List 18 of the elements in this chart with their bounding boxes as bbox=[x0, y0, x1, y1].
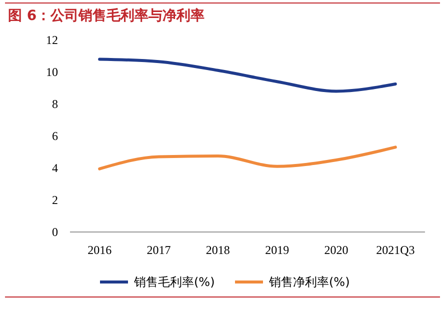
legend-label: 销售毛利率(%) bbox=[133, 275, 215, 290]
x-tick-label: 2017 bbox=[146, 243, 171, 257]
y-tick-label: 0 bbox=[52, 225, 58, 240]
x-tick-label: 2019 bbox=[265, 243, 290, 257]
y-tick-label: 10 bbox=[46, 65, 58, 80]
legend-label: 销售净利率(%) bbox=[268, 275, 350, 290]
chart-title: 图 6：公司销售毛利率与净利率 bbox=[8, 7, 205, 24]
y-tick-label: 4 bbox=[52, 161, 58, 176]
y-tick-label: 8 bbox=[52, 97, 58, 112]
x-tick-label: 2020 bbox=[324, 243, 348, 257]
y-tick-label: 12 bbox=[46, 33, 58, 48]
x-tick-label: 2018 bbox=[206, 243, 230, 257]
y-tick-label: 2 bbox=[52, 193, 58, 208]
line-series bbox=[98, 58, 397, 93]
y-tick-label: 6 bbox=[52, 129, 58, 144]
x-tick-label: 2021Q3 bbox=[376, 243, 415, 257]
x-tick-label: 2016 bbox=[88, 243, 112, 257]
line-series bbox=[98, 146, 397, 170]
